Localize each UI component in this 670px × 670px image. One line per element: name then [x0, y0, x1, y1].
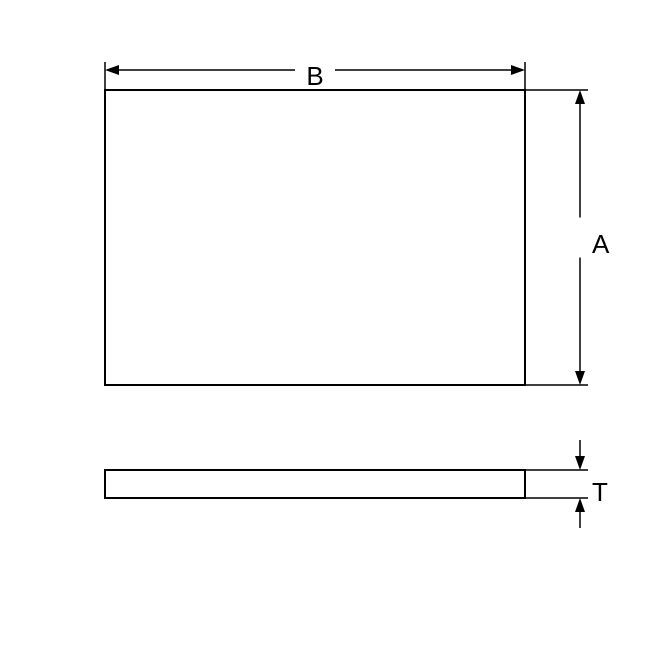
technical-drawing: B A T — [0, 0, 670, 670]
dimension-b-label: B — [306, 61, 323, 91]
dimension-a-label: A — [592, 229, 610, 259]
dimension-t-label: T — [592, 477, 608, 507]
